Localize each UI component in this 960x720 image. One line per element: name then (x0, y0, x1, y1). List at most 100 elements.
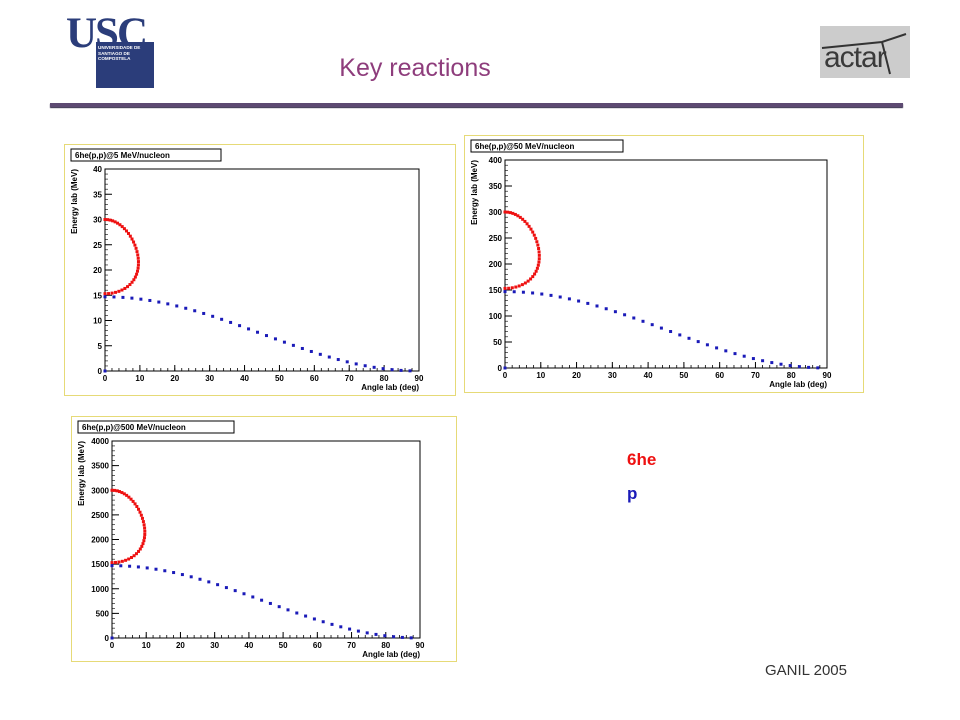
point-p (779, 362, 783, 366)
point-p (103, 369, 107, 373)
point-6he (135, 272, 139, 276)
point-p (229, 320, 233, 324)
point-6he (110, 291, 114, 295)
point-p (207, 580, 211, 584)
point-p (103, 295, 107, 299)
point-6he (508, 211, 512, 215)
point-6he (132, 240, 136, 244)
chart-title: 6he(p,p)@5 MeV/nucleon (75, 151, 170, 160)
point-6he (535, 240, 539, 244)
x-tick-label: 50 (275, 374, 284, 383)
point-p (512, 290, 516, 294)
x-tick-label: 30 (205, 374, 214, 383)
y-tick-label: 4000 (91, 437, 109, 446)
point-6he (532, 233, 536, 237)
point-p (549, 293, 553, 297)
x-tick-label: 70 (345, 374, 354, 383)
point-p (365, 631, 369, 635)
point-6he (110, 561, 114, 565)
y-tick-label: 1500 (91, 560, 109, 569)
point-6he (129, 497, 133, 501)
point-p (233, 589, 237, 593)
header-divider (50, 103, 903, 107)
point-p (211, 314, 215, 318)
point-p (381, 367, 385, 371)
point-6he (531, 275, 535, 279)
point-6he (529, 277, 533, 281)
y-tick-label: 2000 (91, 536, 109, 545)
point-p (345, 360, 349, 364)
actar-logo-graphic (821, 33, 907, 75)
y-tick-label: 300 (489, 208, 503, 217)
point-6he (126, 231, 130, 235)
point-6he (521, 217, 525, 221)
point-6he (537, 253, 541, 257)
point-6he (534, 236, 538, 240)
point-p (110, 636, 114, 640)
point-p (148, 298, 152, 302)
point-6he (125, 493, 129, 497)
x-tick-label: 60 (715, 371, 724, 380)
point-6he (115, 489, 119, 493)
point-6he (120, 491, 124, 495)
chart-title: 6he(p,p)@50 MeV/nucleon (475, 142, 574, 151)
y-tick-label: 0 (498, 364, 503, 373)
point-6he (511, 211, 515, 215)
point-p (300, 346, 304, 350)
point-6he (127, 557, 131, 561)
point-p (392, 635, 396, 639)
point-6he (124, 558, 128, 562)
y-tick-label: 5 (98, 342, 103, 351)
plot-frame (104, 168, 420, 372)
y-tick-label: 50 (493, 338, 502, 347)
point-p (399, 368, 403, 372)
x-tick-label: 20 (572, 371, 581, 380)
point-p (163, 569, 167, 573)
y-tick-label: 30 (93, 216, 102, 225)
point-6he (143, 532, 147, 536)
point-p (184, 306, 188, 310)
point-6he (138, 510, 142, 514)
point-6he (136, 256, 140, 260)
legend-6he: 6he (627, 450, 657, 469)
chart-title: 6he(p,p)@500 MeV/nucleon (82, 423, 186, 432)
point-6he (120, 288, 124, 292)
point-6he (113, 220, 117, 224)
point-p (202, 311, 206, 315)
point-p (224, 586, 228, 590)
point-6he (135, 269, 139, 273)
point-p (356, 629, 360, 633)
x-tick-label: 60 (313, 641, 322, 650)
point-p (521, 290, 525, 294)
point-p (145, 566, 149, 570)
point-p (669, 330, 673, 334)
point-6he (117, 289, 121, 293)
point-p (641, 319, 645, 323)
chart-50-mev: 6he(p,p)@50 MeV/nucleon 0 10 20 30 40 50 60 70 80… (464, 135, 864, 393)
point-p (715, 346, 719, 350)
x-axis-label: Angle lab (deg) (769, 380, 827, 389)
point-6he (527, 224, 531, 228)
point-6he (122, 227, 126, 231)
x-tick-label: 0 (103, 374, 108, 383)
point-6he (134, 552, 138, 556)
point-6he (503, 286, 507, 290)
point-6he (126, 285, 130, 289)
point-6he (533, 272, 537, 276)
point-p (678, 333, 682, 337)
point-p (110, 564, 114, 568)
point-p (788, 364, 792, 368)
point-p (586, 301, 590, 305)
y-tick-label: 100 (489, 312, 503, 321)
y-tick-label: 3500 (91, 462, 109, 471)
point-6he (132, 278, 136, 282)
point-p (400, 635, 404, 639)
point-6he (537, 260, 541, 264)
point-p (121, 295, 125, 299)
point-p (154, 567, 158, 571)
x-tick-label: 70 (347, 641, 356, 650)
y-tick-label: 200 (489, 260, 503, 269)
point-p (112, 295, 116, 299)
x-tick-label: 60 (310, 374, 319, 383)
point-6he (141, 520, 145, 524)
